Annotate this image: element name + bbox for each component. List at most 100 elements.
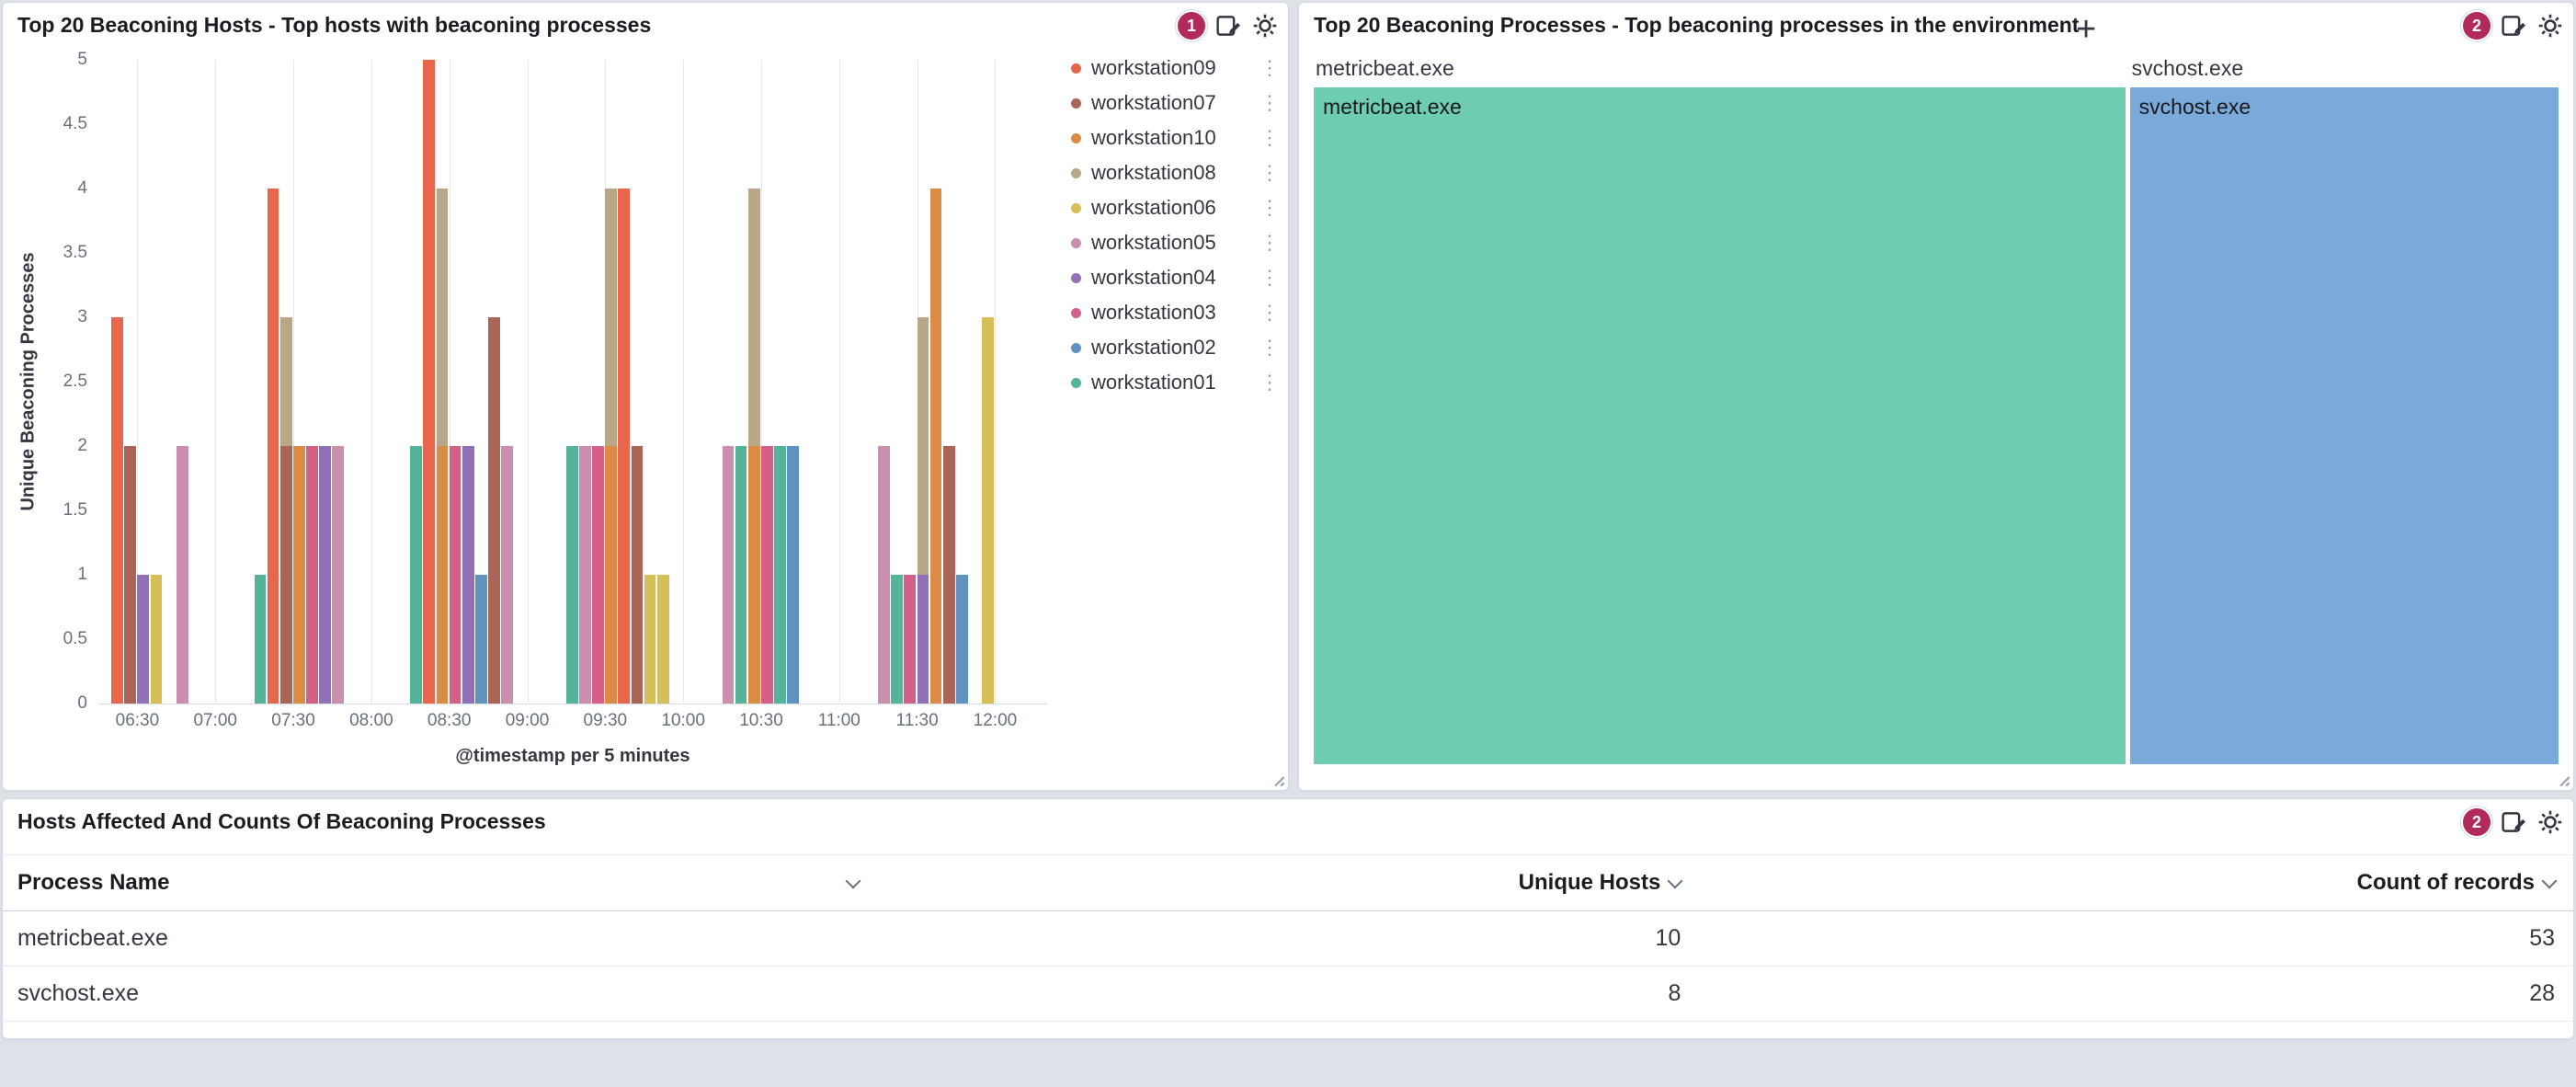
bar-segment-workstation08[interactable] [436,189,449,446]
x-axis-tick-label: 11:00 [817,711,861,730]
bar-segment-workstation06[interactable] [656,575,669,704]
edit-panel-icon[interactable] [2500,808,2527,836]
panel-actions: 2 [2463,808,2564,836]
bar-segment-workstation08[interactable] [747,189,760,446]
bar-segment-workstation08[interactable] [279,317,292,446]
bar-11:25 [904,60,917,704]
bar-segment-workstation07[interactable] [124,446,136,704]
legend-options-icon[interactable]: ⋮ [1260,196,1281,219]
bar-segment-workstation10[interactable] [293,446,305,704]
bar-segment-workstation02[interactable] [474,575,487,704]
bar-06:25 [124,60,136,704]
treemap-group-metricbeat.exe: metricbeat.exe metricbeat.exe [1314,56,2126,764]
legend-item-workstation10[interactable]: workstation10 ⋮ [1071,120,1281,155]
bar-segment-workstation03[interactable] [760,446,773,704]
panel-title-hosts-affected[interactable]: Hosts Affected And Counts Of Beaconing P… [17,809,546,833]
bar-segment-workstation01[interactable] [565,446,578,704]
bar-segment-workstation04[interactable] [137,575,150,704]
bar-segment-workstation06[interactable] [982,317,995,704]
notification-badge[interactable]: 1 [1178,12,1205,40]
legend-item-workstation04[interactable]: workstation04 ⋮ [1071,260,1281,295]
legend-item-workstation09[interactable]: workstation09 ⋮ [1071,51,1281,86]
bar-segment-workstation05[interactable] [878,446,890,704]
legend-options-icon[interactable]: ⋮ [1260,231,1281,254]
bar-08:45 [488,60,500,704]
bar-segment-workstation10[interactable] [747,446,760,704]
panel-title-beaconing-processes[interactable]: Top 20 Beaconing Processes - Top beaconi… [1314,13,2080,37]
notification-badge[interactable]: 2 [2463,12,2491,40]
x-axis-tick-label: 09:30 [583,711,628,730]
bar-segment-workstation09[interactable] [618,189,631,704]
bar-segment-workstation05[interactable] [722,446,735,704]
column-header-process-name[interactable]: Process Name [3,854,877,911]
bar-09:35 [618,60,631,704]
bar-segment-workstation07[interactable] [488,317,500,704]
legend-options-icon[interactable]: ⋮ [1260,126,1281,149]
gear-icon[interactable] [1251,12,1279,40]
bar-06:30 [137,60,150,704]
legend-options-icon[interactable]: ⋮ [1260,161,1281,184]
bar-segment-workstation04[interactable] [917,575,929,704]
bar-segment-workstation02[interactable] [787,446,799,704]
bar-segment-workstation03[interactable] [306,446,318,704]
bar-segment-workstation01[interactable] [254,575,267,704]
notification-badge[interactable]: 2 [2463,808,2491,836]
treemap-rect-metricbeat.exe[interactable]: metricbeat.exe [1314,87,2126,764]
treemap-rect-svchost.exe[interactable]: svchost.exe [2129,87,2559,764]
cell-count-of-records: 53 [1699,910,2573,967]
legend-item-workstation07[interactable]: workstation07 ⋮ [1071,86,1281,120]
legend-item-workstation08[interactable]: workstation08 ⋮ [1071,155,1281,190]
legend-options-icon[interactable]: ⋮ [1260,336,1281,359]
legend-options-icon[interactable]: ⋮ [1260,56,1281,79]
bar-segment-workstation07[interactable] [942,446,955,704]
bar-08:30 [449,60,462,704]
bar-segment-workstation09[interactable] [267,189,279,704]
panel-title-beaconing-hosts[interactable]: Top 20 Beaconing Hosts - Top hosts with … [17,13,652,37]
bar-segment-workstation02[interactable] [956,575,968,704]
bar-segment-workstation06[interactable] [150,575,163,704]
edit-panel-icon[interactable] [1214,12,1242,40]
bar-segment-workstation10[interactable] [436,446,449,704]
legend-label: workstation01 [1091,371,1216,394]
bar-segment-workstation01[interactable] [891,575,904,704]
gear-icon[interactable] [2536,808,2564,836]
bar-segment-workstation04[interactable] [462,446,474,704]
bar-segment-workstation05[interactable] [501,446,513,704]
bar-segment-workstation03[interactable] [592,446,604,704]
legend-options-icon[interactable]: ⋮ [1260,301,1281,324]
legend-item-workstation06[interactable]: workstation06 ⋮ [1071,190,1281,225]
bar-segment-workstation06[interactable] [644,575,656,704]
treemap: metricbeat.exe metricbeat.exe svchost.exe s… [1314,56,2559,764]
legend-item-workstation03[interactable]: workstation03 ⋮ [1071,295,1281,330]
bar-segment-workstation05[interactable] [579,446,591,704]
legend-color-dot [1071,167,1081,178]
legend-item-workstation01[interactable]: workstation01 ⋮ [1071,365,1281,400]
bar-segment-workstation10[interactable] [605,446,618,704]
resize-handle-icon[interactable] [1265,767,1285,787]
bar-segment-workstation07[interactable] [631,446,644,704]
legend-item-workstation05[interactable]: workstation05 ⋮ [1071,225,1281,260]
legend-options-icon[interactable]: ⋮ [1260,371,1281,394]
legend-item-workstation02[interactable]: workstation02 ⋮ [1071,330,1281,365]
legend-options-icon[interactable]: ⋮ [1260,266,1281,289]
bar-segment-workstation10[interactable] [929,189,942,704]
bar-segment-workstation01[interactable] [735,446,747,704]
bar-segment-workstation08[interactable] [917,317,929,575]
column-header-unique-hosts[interactable]: Unique Hosts [876,854,1700,911]
bar-segment-workstation04[interactable] [319,446,332,704]
bar-segment-workstation08[interactable] [605,189,618,446]
bar-segment-workstation03[interactable] [904,575,917,704]
column-header-count-of-records[interactable]: Count of records [1699,854,2573,911]
bar-segment-workstation03[interactable] [449,446,462,704]
bar-segment-workstation07[interactable] [279,446,292,704]
bar-segment-workstation01[interactable] [774,446,786,704]
legend-options-icon[interactable]: ⋮ [1260,91,1281,114]
bar-segment-workstation01[interactable] [410,446,422,704]
edit-panel-icon[interactable] [2500,12,2527,40]
bar-segment-workstation05[interactable] [176,446,188,704]
gear-icon[interactable] [2536,12,2564,40]
bar-segment-workstation09[interactable] [111,317,123,704]
bar-segment-workstation05[interactable] [332,446,345,704]
bar-segment-workstation09[interactable] [423,60,436,704]
resize-handle-icon[interactable] [2550,767,2570,787]
